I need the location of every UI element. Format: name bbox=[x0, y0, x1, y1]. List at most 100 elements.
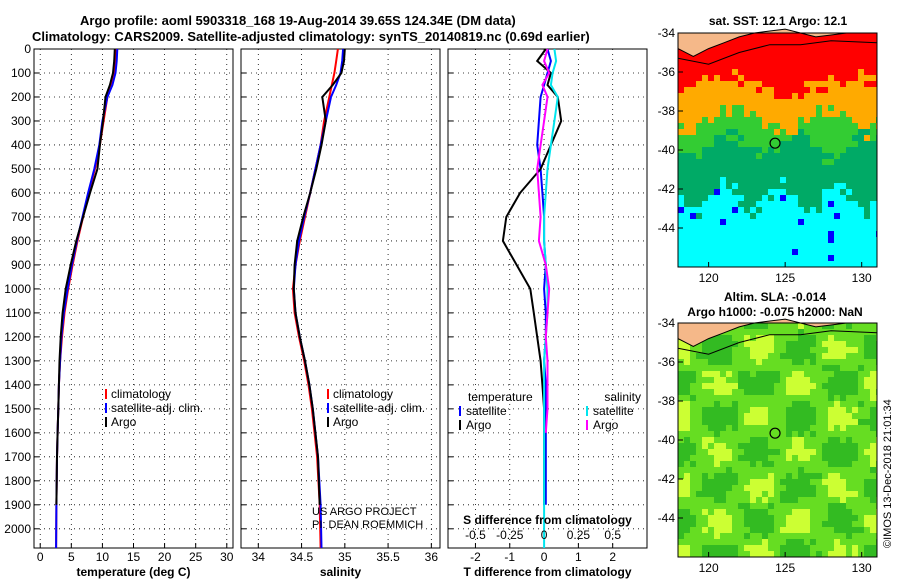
map-cell bbox=[762, 509, 768, 515]
map-cell bbox=[750, 455, 756, 461]
map-cell bbox=[864, 201, 870, 207]
map-cell bbox=[846, 425, 852, 431]
map-cell bbox=[858, 219, 864, 225]
map-cell bbox=[846, 177, 852, 183]
map-cell bbox=[822, 195, 828, 201]
map-cell bbox=[714, 93, 720, 99]
map-cell bbox=[690, 183, 696, 189]
map-cell bbox=[744, 425, 750, 431]
map-cell bbox=[810, 261, 816, 267]
map-cell bbox=[858, 261, 864, 267]
map-cell bbox=[858, 521, 864, 527]
map-cell bbox=[852, 533, 858, 539]
map-cell bbox=[792, 461, 798, 467]
map-cell bbox=[828, 473, 834, 479]
map-cell bbox=[774, 123, 780, 129]
map-cell bbox=[720, 431, 726, 437]
map-cell bbox=[816, 527, 822, 533]
map-cell bbox=[834, 359, 840, 365]
map-cell bbox=[804, 545, 810, 551]
map-cell bbox=[846, 213, 852, 219]
map-cell bbox=[720, 473, 726, 479]
map-cell bbox=[678, 449, 684, 455]
map-cell bbox=[858, 213, 864, 219]
map-cell bbox=[864, 69, 870, 75]
map-cell bbox=[858, 323, 864, 329]
map-cell bbox=[786, 347, 792, 353]
map-cell bbox=[786, 491, 792, 497]
lat-tick-label: -40 bbox=[658, 143, 676, 157]
map-cell bbox=[732, 533, 738, 539]
map-cell bbox=[798, 545, 804, 551]
map-cell bbox=[726, 261, 732, 267]
s-tick-label: 0 bbox=[541, 528, 548, 542]
map-cell bbox=[714, 431, 720, 437]
map-cell bbox=[684, 395, 690, 401]
map-cell bbox=[804, 467, 810, 473]
map-cell bbox=[792, 57, 798, 63]
map-cell bbox=[792, 93, 798, 99]
map-cell bbox=[822, 479, 828, 485]
map-cell bbox=[696, 129, 702, 135]
map-cell bbox=[690, 371, 696, 377]
map-cell bbox=[840, 93, 846, 99]
map-cell bbox=[828, 243, 834, 249]
map-cell bbox=[870, 551, 876, 557]
map-cell bbox=[756, 57, 762, 63]
map-cell bbox=[684, 401, 690, 407]
map-cell bbox=[726, 63, 732, 69]
map-cell bbox=[858, 75, 864, 81]
map-cell bbox=[714, 57, 720, 63]
map-cell bbox=[678, 123, 684, 129]
map-cell bbox=[684, 425, 690, 431]
map-cell bbox=[768, 243, 774, 249]
map-cell bbox=[786, 509, 792, 515]
map-cell bbox=[780, 461, 786, 467]
map-cell bbox=[786, 329, 792, 335]
map-cell bbox=[810, 455, 816, 461]
map-cell bbox=[822, 443, 828, 449]
map-cell bbox=[738, 545, 744, 551]
map-cell bbox=[696, 491, 702, 497]
map-cell bbox=[816, 213, 822, 219]
map-cell bbox=[828, 497, 834, 503]
map-cell bbox=[678, 467, 684, 473]
map-cell bbox=[870, 353, 876, 359]
map-cell bbox=[696, 449, 702, 455]
map-cell bbox=[786, 75, 792, 81]
map-cell bbox=[858, 81, 864, 87]
map-cell bbox=[756, 123, 762, 129]
map-cell bbox=[804, 551, 810, 557]
map-cell bbox=[840, 467, 846, 473]
map-cell bbox=[870, 371, 876, 377]
map-cell bbox=[768, 341, 774, 347]
map-cell bbox=[846, 147, 852, 153]
map-cell bbox=[738, 171, 744, 177]
map-cell bbox=[678, 81, 684, 87]
map-cell bbox=[750, 443, 756, 449]
map-cell bbox=[678, 63, 684, 69]
map-cell bbox=[750, 509, 756, 515]
map-cell bbox=[762, 231, 768, 237]
map-cell bbox=[774, 359, 780, 365]
map-cell bbox=[864, 261, 870, 267]
map-cell bbox=[816, 261, 822, 267]
map-cell bbox=[714, 437, 720, 443]
lat-tick-label: -38 bbox=[658, 394, 676, 408]
map-cell bbox=[756, 425, 762, 431]
map-cell bbox=[858, 383, 864, 389]
map-cell bbox=[732, 395, 738, 401]
map-cell bbox=[810, 111, 816, 117]
map-cell bbox=[762, 461, 768, 467]
map-cell bbox=[870, 189, 876, 195]
map-cell bbox=[816, 189, 822, 195]
map-cell bbox=[690, 177, 696, 183]
map-cell bbox=[726, 383, 732, 389]
map-cell bbox=[780, 527, 786, 533]
map-cell bbox=[792, 491, 798, 497]
map-cell bbox=[702, 545, 708, 551]
map-cell bbox=[780, 117, 786, 123]
map-cell bbox=[738, 249, 744, 255]
map-cell bbox=[792, 323, 798, 329]
map-cell bbox=[786, 183, 792, 189]
